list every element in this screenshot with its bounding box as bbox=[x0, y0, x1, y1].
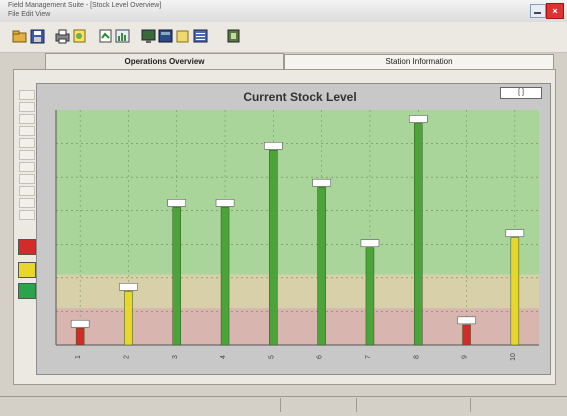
data-label-box-1 bbox=[70, 319, 90, 328]
legend-ok-swatch[interactable] bbox=[18, 283, 36, 299]
side-tool-button[interactable] bbox=[19, 174, 35, 184]
threshold-band-1 bbox=[56, 274, 539, 309]
list-icon[interactable] bbox=[193, 28, 208, 44]
bar-9 bbox=[462, 324, 471, 346]
side-tool-button[interactable] bbox=[19, 102, 35, 112]
bar-6 bbox=[317, 186, 326, 346]
folder-icon[interactable] bbox=[175, 28, 190, 44]
tab-station-information[interactable]: Station Information bbox=[284, 54, 554, 70]
side-tool-button[interactable] bbox=[19, 138, 35, 148]
bar-2 bbox=[124, 291, 133, 346]
close-button[interactable]: × bbox=[546, 3, 564, 19]
side-tool-button[interactable] bbox=[19, 210, 35, 220]
x-tick-label-4: 4 bbox=[220, 355, 227, 359]
side-tool-button[interactable] bbox=[19, 150, 35, 160]
exit-icon[interactable] bbox=[226, 28, 241, 44]
tab-operations-overview[interactable]: Operations Overview bbox=[45, 53, 284, 70]
window-title: Field Management Suite - [Stock Level Ov… bbox=[8, 2, 162, 9]
data-label-box-10 bbox=[505, 229, 525, 237]
status-bar bbox=[0, 396, 567, 416]
monitor-icon[interactable] bbox=[141, 28, 156, 44]
x-tick-label-7: 7 bbox=[365, 355, 372, 359]
chart-title: Current Stock Level bbox=[243, 90, 357, 104]
data-label-box-7 bbox=[360, 239, 380, 247]
x-tick-label-1: 1 bbox=[75, 355, 82, 359]
bar-1 bbox=[75, 327, 85, 346]
x-tick-label-3: 3 bbox=[172, 355, 179, 359]
chart-options-button[interactable]: [ ] bbox=[500, 87, 542, 99]
toolbar bbox=[0, 22, 567, 53]
bar-10 bbox=[510, 237, 520, 346]
side-tool-button[interactable] bbox=[19, 198, 35, 208]
data-label-box-2 bbox=[119, 283, 138, 291]
x-tick-label-6: 6 bbox=[317, 355, 324, 359]
side-tool-button[interactable] bbox=[19, 186, 35, 196]
data-label-box-3 bbox=[167, 199, 186, 207]
status-divider bbox=[280, 398, 281, 412]
database-icon[interactable] bbox=[158, 28, 173, 44]
stock-level-chart: 1 2 3 4 5 6 7 8 9 10 bbox=[55, 110, 539, 361]
data-label-box-8 bbox=[409, 115, 428, 123]
status-divider bbox=[356, 398, 357, 412]
bar-3 bbox=[172, 207, 181, 346]
data-label-box-4 bbox=[215, 199, 235, 207]
threshold-band-0 bbox=[56, 308, 539, 345]
print-icon[interactable] bbox=[55, 28, 70, 44]
side-tool-button[interactable] bbox=[19, 114, 35, 124]
x-tick-label-2: 2 bbox=[123, 355, 130, 359]
bar-4 bbox=[220, 207, 230, 346]
data-label-box-9 bbox=[457, 316, 476, 325]
x-tick-label-5: 5 bbox=[268, 355, 275, 359]
chart-icon[interactable] bbox=[115, 28, 130, 44]
side-tool-button[interactable] bbox=[19, 90, 35, 100]
open-icon[interactable] bbox=[12, 28, 27, 44]
preview-icon[interactable] bbox=[72, 28, 87, 44]
legend-warning-swatch[interactable] bbox=[18, 262, 36, 278]
refresh-icon[interactable] bbox=[98, 28, 113, 44]
data-label-box-5 bbox=[264, 142, 283, 150]
x-tick-label-9: 9 bbox=[462, 355, 469, 359]
status-divider bbox=[470, 398, 471, 412]
bar-5 bbox=[269, 150, 278, 346]
side-tool-button[interactable] bbox=[19, 162, 35, 172]
minimize-button[interactable] bbox=[530, 4, 546, 18]
bar-8 bbox=[414, 123, 423, 346]
x-tick-label-10: 10 bbox=[510, 353, 517, 361]
threshold-band-2 bbox=[56, 110, 539, 275]
data-label-box-6 bbox=[312, 178, 331, 187]
menu-bar[interactable]: File Edit View bbox=[8, 11, 51, 18]
legend-critical-swatch[interactable] bbox=[18, 239, 36, 255]
x-tick-label-8: 8 bbox=[413, 355, 420, 359]
side-tool-button[interactable] bbox=[19, 126, 35, 136]
save-icon[interactable] bbox=[30, 28, 45, 44]
bar-7 bbox=[365, 247, 375, 346]
